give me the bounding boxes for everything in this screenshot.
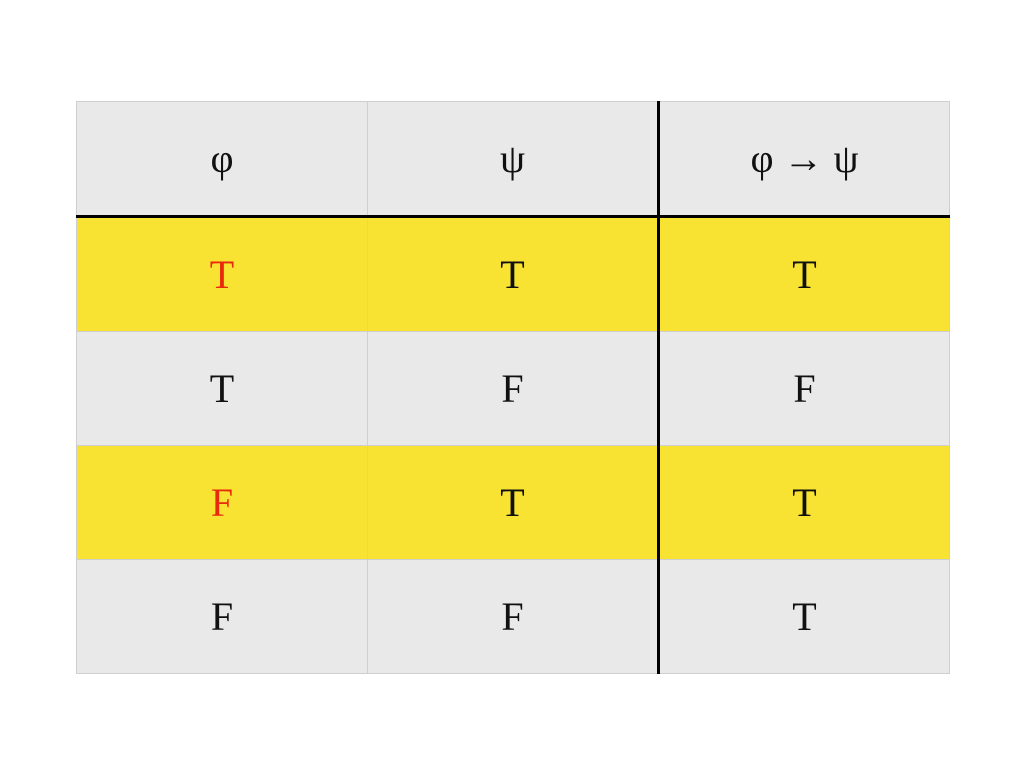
cell-implication: T bbox=[657, 559, 950, 674]
cell-implication: T bbox=[657, 445, 950, 560]
table-row: F T T bbox=[76, 445, 950, 560]
cell-implication: F bbox=[657, 331, 950, 446]
cell-phi: T bbox=[76, 331, 368, 446]
cell-implication: T bbox=[657, 216, 950, 332]
cell-psi: T bbox=[367, 216, 659, 332]
cell-phi: F bbox=[76, 445, 368, 560]
table-row: T F F bbox=[76, 331, 950, 446]
table-row: F F T bbox=[76, 559, 950, 674]
cell-phi: F bbox=[76, 559, 368, 674]
header-implication: φ → ψ bbox=[657, 101, 950, 218]
header-psi: ψ bbox=[367, 101, 659, 218]
cell-psi: F bbox=[367, 331, 659, 446]
cell-phi: T bbox=[76, 216, 368, 332]
cell-psi: T bbox=[367, 445, 659, 560]
cell-psi: F bbox=[367, 559, 659, 674]
truth-table: φ ψ φ → ψ T T T T F F F T T F F T bbox=[76, 101, 950, 674]
table-row: T T T bbox=[76, 216, 950, 332]
header-phi: φ bbox=[76, 101, 368, 218]
header-row: φ ψ φ → ψ bbox=[76, 101, 950, 218]
